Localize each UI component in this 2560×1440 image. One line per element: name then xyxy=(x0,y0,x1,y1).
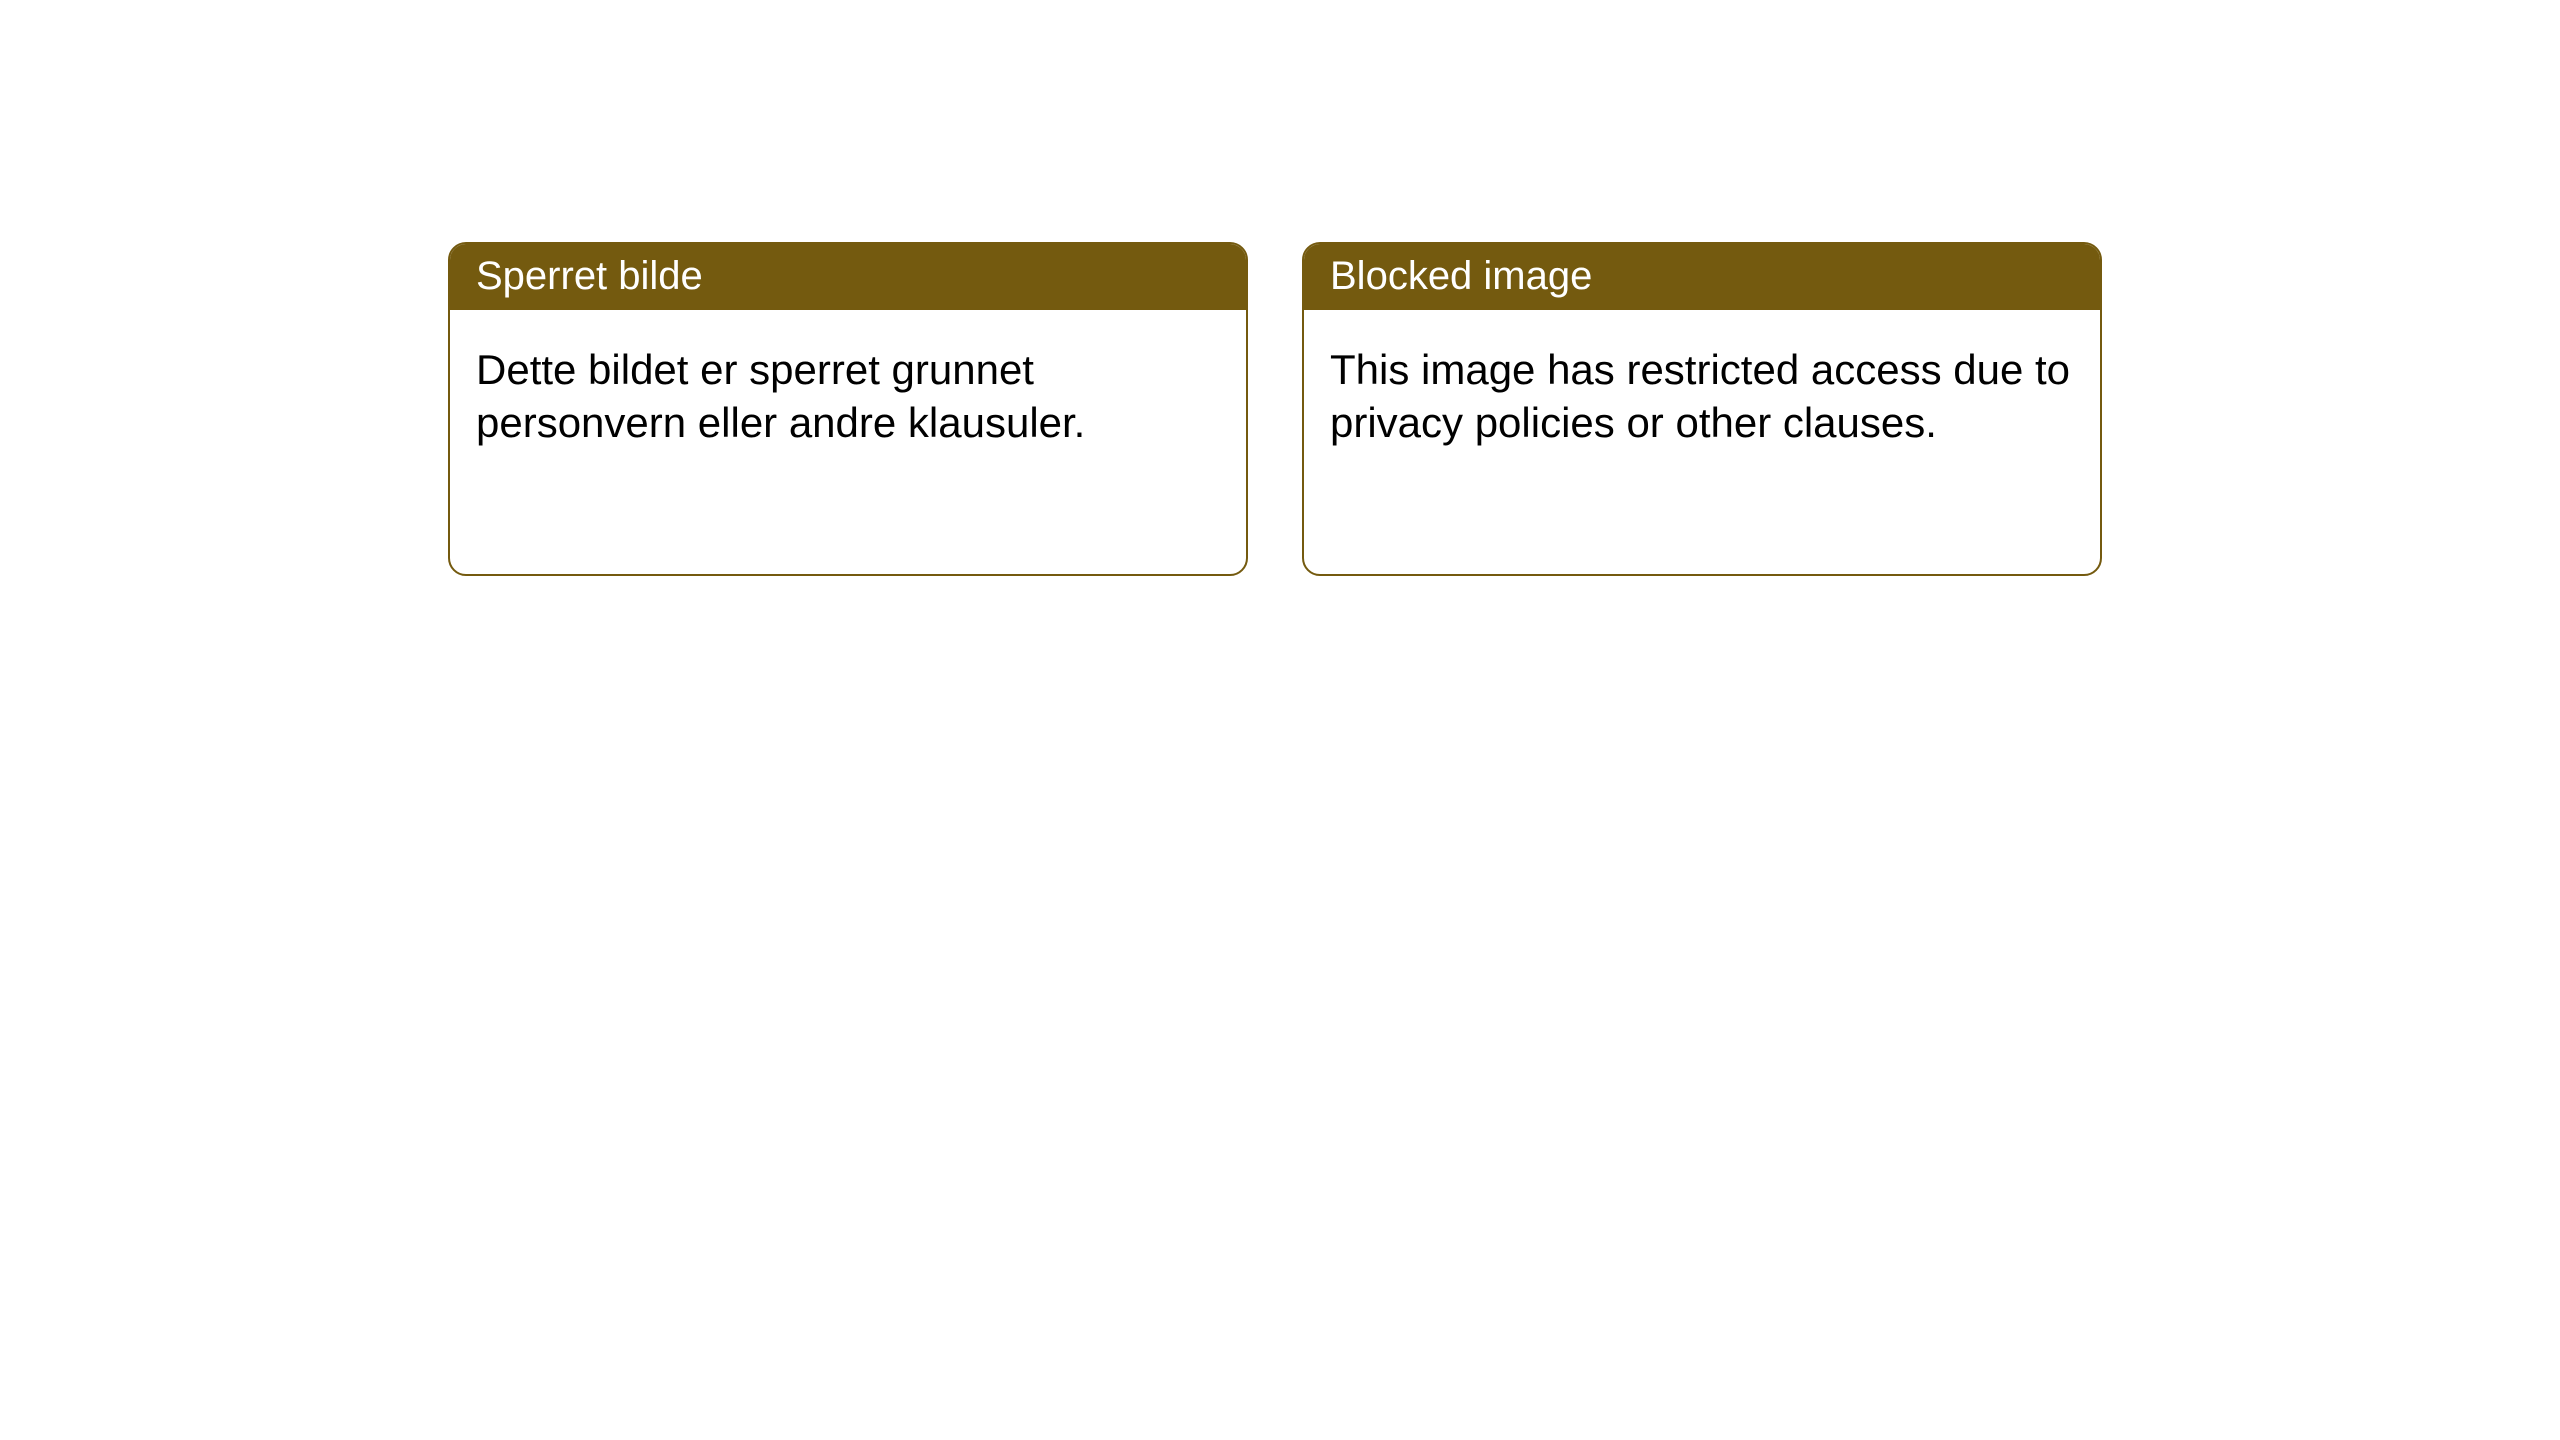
notice-card-body: Dette bildet er sperret grunnet personve… xyxy=(450,310,1246,574)
notice-card-title: Sperret bilde xyxy=(450,244,1246,310)
notice-card-body: This image has restricted access due to … xyxy=(1304,310,2100,574)
notice-card-english: Blocked image This image has restricted … xyxy=(1302,242,2102,576)
notice-cards-container: Sperret bilde Dette bildet er sperret gr… xyxy=(448,242,2102,576)
notice-card-norwegian: Sperret bilde Dette bildet er sperret gr… xyxy=(448,242,1248,576)
notice-card-title: Blocked image xyxy=(1304,244,2100,310)
